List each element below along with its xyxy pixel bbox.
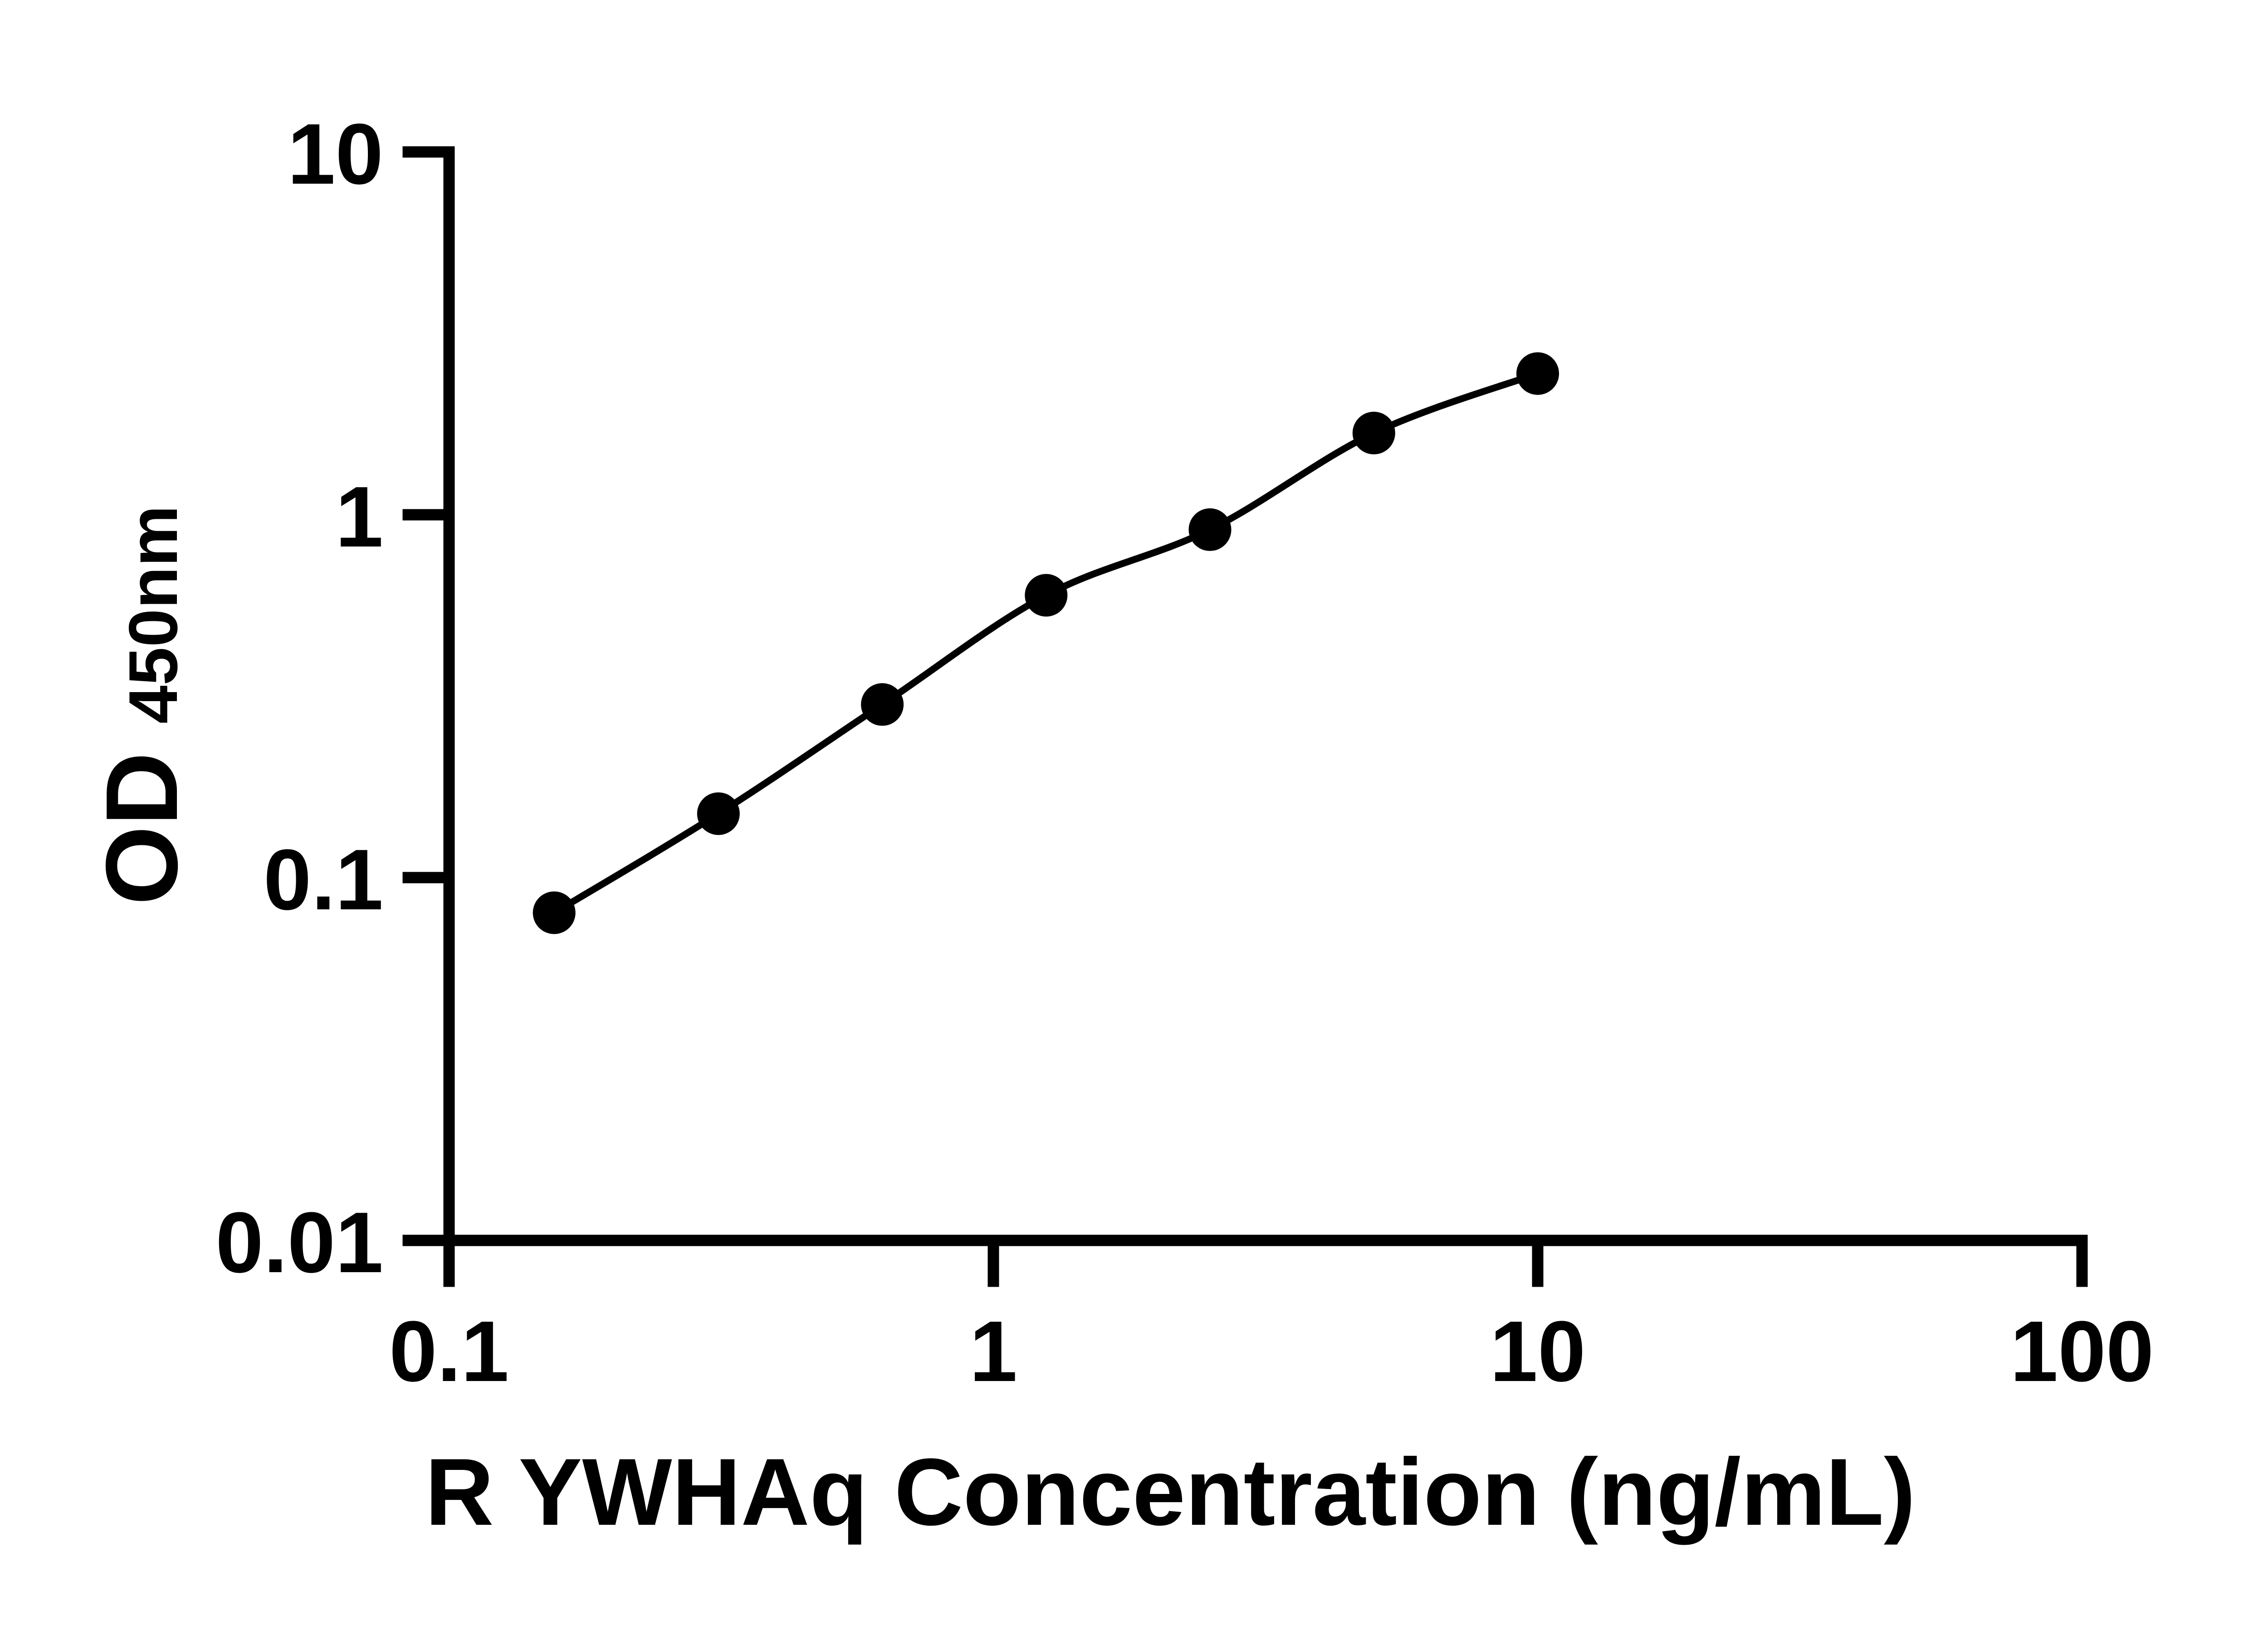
axes	[443, 146, 2088, 1246]
x-tick-label-100: 100	[2010, 1303, 2154, 1400]
y-axis-title: OD 450nm	[84, 505, 199, 905]
y-tick-label-0.1: 0.1	[264, 832, 383, 928]
data-point-5	[1352, 411, 1395, 454]
data-point-0.3125	[697, 792, 740, 835]
x-tick-label-10: 10	[1490, 1303, 1585, 1400]
y-axis-title-main: OD	[84, 752, 199, 905]
data-series	[533, 352, 1559, 934]
data-point-2.5	[1188, 508, 1232, 551]
data-point-10	[1516, 352, 1559, 395]
x-tick-label-0.1: 0.1	[389, 1303, 509, 1400]
y-tick-label-10: 10	[288, 106, 383, 202]
data-point-0.625	[861, 683, 904, 726]
y-tick-label-0.01: 0.01	[215, 1195, 383, 1291]
y-axis-title-subscript: 450nm	[115, 505, 192, 724]
standard-curve-line	[552, 370, 1539, 916]
x-tick-label-1: 1	[969, 1303, 1017, 1400]
y-tick-label-1: 1	[335, 469, 383, 565]
x-axis-title: R YWHAq Concentration (ng/mL)	[425, 1439, 1916, 1545]
data-point-1.25	[1025, 574, 1068, 617]
data-point-0.156	[533, 891, 576, 934]
